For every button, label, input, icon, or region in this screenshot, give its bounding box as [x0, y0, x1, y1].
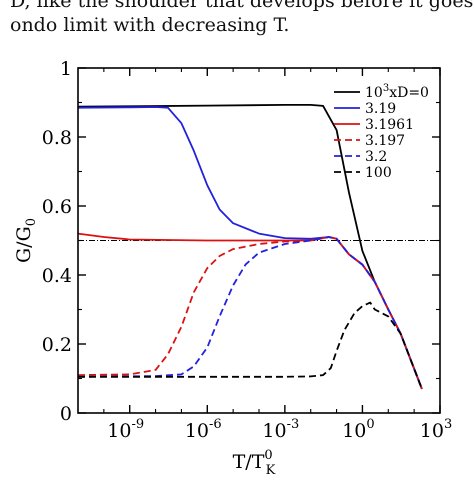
y-axis-label-sub: 0 — [24, 218, 39, 226]
legend-label-4: 3.2 — [365, 149, 387, 165]
x-tick-base: 10 — [262, 420, 286, 442]
legend-label-2: 3.1961 — [365, 117, 414, 133]
legend-title-prefix: 10 — [365, 85, 383, 101]
y-tick-label: 0 — [60, 403, 72, 425]
y-axis-label: G/G0 — [13, 218, 39, 263]
caption-line-2-text: ondo limit with decreasing T. — [10, 14, 290, 36]
y-axis-label-main: G/G — [13, 226, 35, 263]
legend-title-suffix: xD=0 — [389, 85, 429, 101]
x-tick-exponent: 3 — [444, 417, 452, 432]
series-line-2 — [77, 232, 423, 390]
y-tick-label: 0.2 — [42, 334, 72, 356]
x-tick-exponent: -6 — [209, 417, 222, 432]
y-tick-label: 0.4 — [42, 265, 72, 287]
x-tick-label: 10-3 — [262, 417, 299, 442]
x-tick-base: 10 — [342, 420, 366, 442]
legend-label-0: 103xD=0 — [365, 83, 429, 101]
legend-title-sup: 3 — [383, 83, 389, 94]
legend-label-3: 3.197 — [365, 133, 405, 149]
x-axis-label: T/T0 K — [233, 448, 276, 478]
series-layer — [77, 104, 423, 390]
legend-label-5: 100 — [365, 165, 392, 181]
axis-labels-layer: T/T0 KG/G0 — [13, 218, 276, 478]
x-tick-label: 10-9 — [107, 417, 144, 442]
x-axis-label-sub: K — [266, 463, 276, 478]
y-tick-label: 0.6 — [42, 196, 72, 218]
x-axis-label-main: T/T — [233, 451, 265, 473]
x-tick-label: 100 — [342, 417, 374, 442]
x-tick-exponent: -3 — [287, 417, 300, 432]
x-tick-base: 10 — [107, 420, 131, 442]
y-tick-label: 1 — [60, 58, 72, 80]
x-tick-exponent: 0 — [366, 417, 374, 432]
legend-label-1: 3.19 — [365, 101, 396, 117]
x-tick-base: 10 — [420, 420, 444, 442]
x-tick-label: 10-6 — [185, 417, 222, 442]
series-line-5 — [78, 301, 423, 390]
caption-line-1: D, like the shoulder that develops befor… — [10, 0, 474, 12]
series-line-3 — [77, 236, 423, 390]
x-tick-exponent: -9 — [131, 417, 144, 432]
x-tick-label: 103 — [420, 417, 452, 442]
caption-line-2: ondo limit with decreasing T. — [10, 14, 474, 36]
x-axis-label-sup: 0 — [264, 448, 272, 463]
series-line-4 — [77, 236, 423, 390]
caption-line-1-text: D, like the shoulder that develops befor… — [10, 0, 474, 12]
y-tick-label: 0.8 — [42, 127, 72, 149]
x-tick-base: 10 — [185, 420, 209, 442]
